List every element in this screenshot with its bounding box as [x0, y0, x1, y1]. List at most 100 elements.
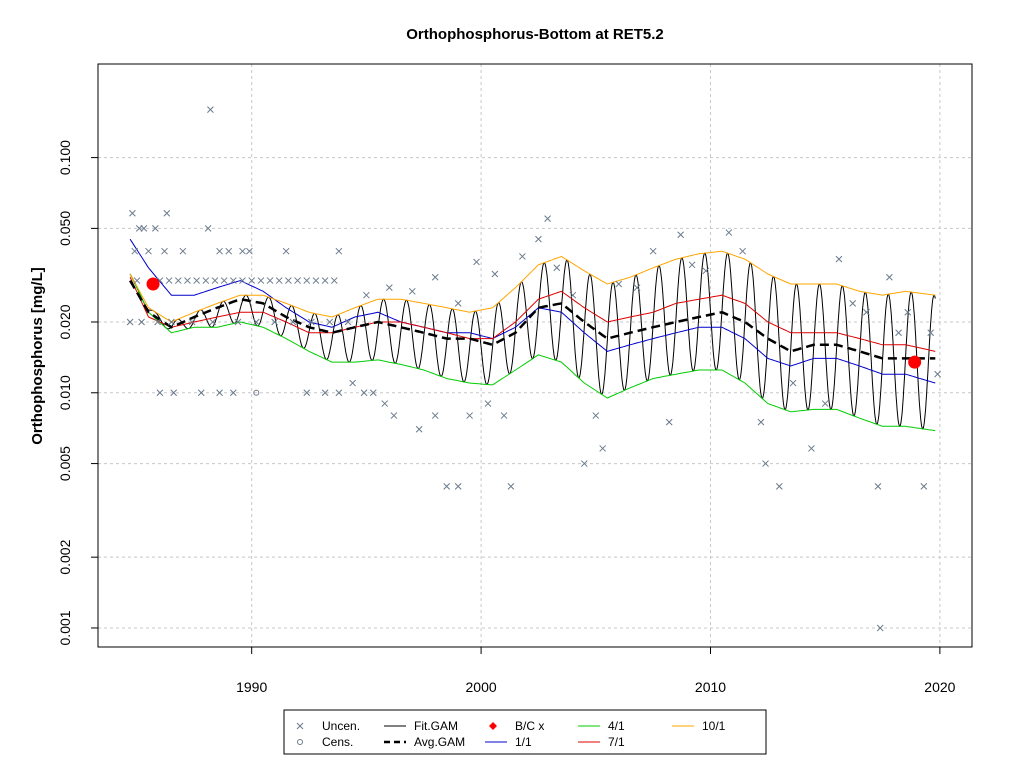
legend-item: 10/1 [672, 719, 726, 733]
uncensored-point [225, 247, 233, 255]
grid-lines [98, 64, 972, 647]
uncensored-point [491, 270, 499, 278]
legend-item: Fit.GAM [384, 719, 458, 733]
uncensored-point [821, 400, 829, 407]
uncensored-point [165, 277, 173, 284]
uncensored-point [507, 483, 515, 490]
legend-label: 7/1 [608, 735, 625, 749]
uncensored-point [454, 300, 462, 307]
uncensored-point [216, 247, 223, 255]
uncensored-point [473, 258, 480, 266]
uncensored-point [330, 277, 338, 284]
uncensored-point [303, 389, 311, 397]
uncensored-point [835, 255, 843, 263]
uncensored-point [904, 308, 912, 316]
legend-label: Fit.GAM [414, 719, 458, 733]
uncensored-point [677, 231, 685, 239]
avg-gam-line [129, 279, 936, 360]
uncensored-point [553, 264, 561, 272]
uncensored-point [519, 253, 526, 260]
legend-item: 1/1 [485, 735, 532, 749]
uncensored-point [285, 277, 292, 284]
y-tick-label: 0.050 [57, 211, 73, 246]
series-line-7-1 [129, 276, 936, 352]
legend-item: 7/1 [578, 735, 625, 749]
uncensored-point [633, 284, 641, 291]
chart-title: Orthophosphorus-Bottom at RET5.2 [406, 26, 664, 43]
uncensored-point [615, 280, 623, 288]
uncensored-point [808, 445, 815, 452]
uncensored-point [239, 277, 246, 284]
uncensored-point [665, 418, 673, 426]
uncensored-point [140, 225, 148, 232]
uncensored-point [131, 247, 139, 255]
legend: Uncen. Cens. Fit.GAM Avg.GAM B/C x 1/1 4/1 7/1 1… [283, 709, 767, 755]
uncensored-point [312, 277, 320, 284]
uncensored-point [129, 209, 136, 217]
uncensored-point [762, 460, 769, 467]
uncensored-point [133, 277, 141, 284]
uncensored-point [321, 277, 329, 284]
uncensored-point [289, 318, 297, 326]
uncensored-point [344, 318, 352, 326]
legend-item: Uncen. [296, 719, 360, 733]
uncensored-point [335, 247, 343, 255]
legend-label: 10/1 [702, 719, 726, 733]
uncensored-point [874, 483, 882, 490]
uncensored-point [381, 400, 389, 407]
uncensored-point [569, 291, 577, 299]
uncensored-point [920, 483, 928, 490]
uncensored-point [282, 247, 290, 255]
uncensored-point [154, 318, 161, 326]
uncensored-point [321, 389, 329, 397]
y-axis: 0.001 0.002 0.005 0.010 0.020 0.050 0.100 [57, 140, 98, 645]
uncensored-point [209, 318, 217, 326]
uncensored-point [248, 277, 256, 284]
uncensored-point [246, 247, 253, 255]
uncensored-point [500, 412, 508, 419]
x-tick-label: 1990 [236, 679, 267, 695]
uncensored-point [197, 389, 205, 397]
series-line-1-1 [129, 238, 936, 384]
series-group [129, 238, 936, 432]
uncensored-point [326, 318, 334, 326]
uncensored-point [385, 284, 393, 291]
uncensored-point [239, 247, 246, 255]
bc-point [146, 277, 160, 291]
uncensored-point [184, 277, 191, 284]
legend-symbol-diamond [489, 722, 497, 730]
uncensored-point [599, 445, 607, 452]
y-tick-label: 0.020 [57, 304, 73, 339]
uncensored-point [739, 247, 746, 255]
uncensored-point [649, 247, 657, 255]
uncensored-point [163, 209, 171, 217]
uncensored-point [266, 277, 274, 284]
legend-symbol-x [296, 722, 304, 730]
uncensored-point [179, 247, 187, 255]
uncensored-point [174, 277, 182, 284]
uncensored-point [849, 300, 857, 307]
uncensored-point [188, 318, 196, 326]
uncensored-point [775, 483, 783, 490]
uncensored-point [170, 389, 178, 397]
uncensored-point [789, 379, 797, 387]
series-line-10-1 [129, 250, 936, 323]
legend-box [283, 709, 767, 755]
x-tick-label: 2010 [695, 679, 726, 695]
legend-label: 4/1 [608, 719, 625, 733]
uncensored-point [335, 389, 343, 397]
uncensored-point [415, 425, 423, 433]
uncensored-point [211, 277, 219, 284]
uncensored-point [390, 412, 398, 419]
uncensored-point [454, 483, 462, 490]
uncensored-point [369, 389, 377, 397]
legend-label: 1/1 [515, 735, 532, 749]
uncensored-point [484, 400, 492, 407]
uncensored-point [202, 277, 210, 284]
uncensored-point [229, 277, 237, 284]
uncensored-point [252, 318, 260, 326]
x-tick-label: 2020 [924, 679, 955, 695]
legend-item: 4/1 [578, 719, 625, 733]
legend-symbol-circle [297, 739, 303, 745]
